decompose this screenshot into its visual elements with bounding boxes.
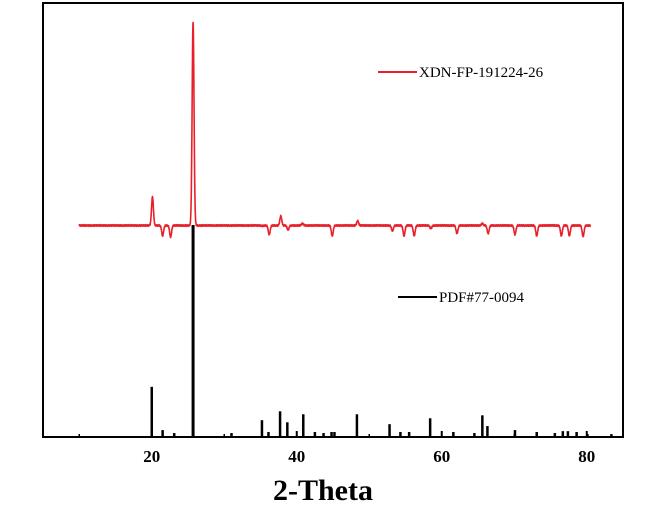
legend-sample: XDN-FP-191224-26 bbox=[378, 65, 544, 81]
x-tick-label: 20 bbox=[143, 447, 160, 466]
legend-label-reference: PDF#77-0094 bbox=[439, 290, 525, 306]
x-tick-label: 80 bbox=[578, 447, 595, 466]
reference-stick-pattern bbox=[150, 225, 613, 436]
plot-frame bbox=[42, 2, 624, 438]
x-axis-ticks: 20 40 60 80 bbox=[78, 431, 595, 466]
x-axis-title: 2-Theta bbox=[273, 474, 373, 507]
sample-pattern-line bbox=[78, 21, 592, 239]
legend-reference: PDF#77-0094 bbox=[398, 290, 525, 306]
x-tick-label: 40 bbox=[288, 447, 305, 466]
legend-label-sample: XDN-FP-191224-26 bbox=[419, 65, 544, 81]
x-tick-label: 60 bbox=[433, 447, 450, 466]
